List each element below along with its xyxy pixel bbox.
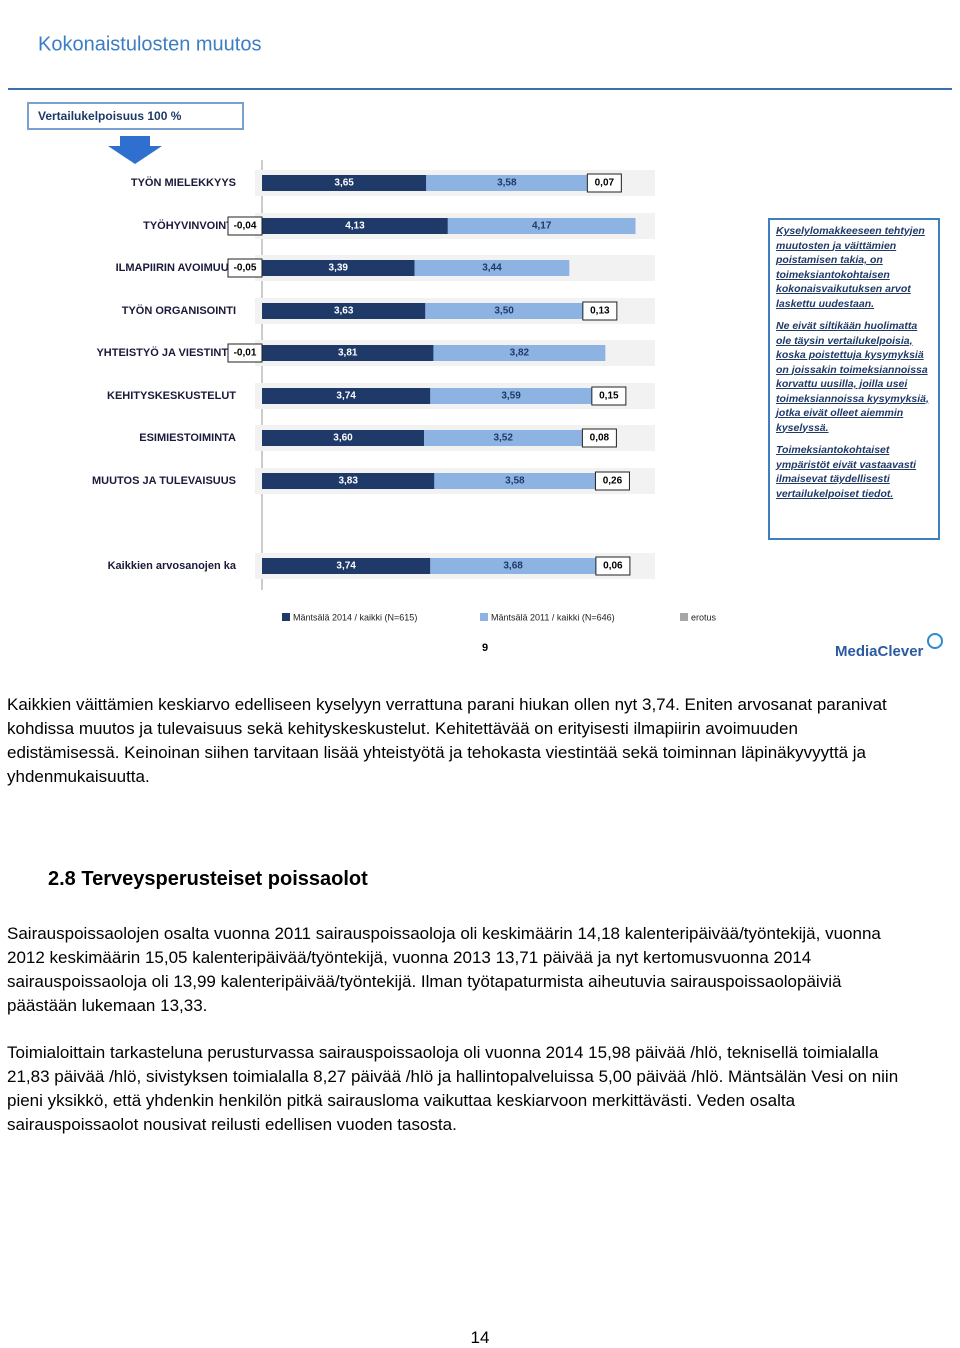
legend-label: erotus (691, 612, 717, 622)
diff-label: -0,01 (234, 348, 257, 359)
box-text: Vertailukelpoisuus 100 % (38, 109, 182, 123)
value-label: 3,58 (497, 178, 517, 189)
diff-label: 0,06 (603, 561, 623, 572)
bar (426, 175, 588, 191)
diff-label: -0,04 (234, 221, 257, 232)
diff-label-box (581, 428, 617, 448)
category-label: YHTEISTYÖ JA VIESTINTÄ (96, 346, 236, 359)
value-label: 3,60 (333, 433, 353, 444)
category-label: MUUTOS JA TULEVAISUUS (92, 475, 236, 487)
sidebar-text: Toimeksiantokohtaiset ympäristöt eivät v… (776, 444, 917, 500)
bar (434, 473, 596, 489)
diff-label-box (595, 556, 631, 576)
page-number: 14 (470, 1328, 490, 1347)
bar (424, 430, 583, 446)
legend-label: Mäntsälä 2011 / kaikki (N=646) (491, 612, 615, 622)
diff-label-box (586, 173, 622, 193)
bar (262, 175, 427, 191)
bar (430, 558, 596, 574)
legend-swatch (282, 613, 290, 621)
legend-swatch (680, 613, 688, 621)
value-label: 3,52 (493, 433, 513, 444)
diff-label-box (594, 471, 630, 491)
paragraph: Sairauspoissaolojen osalta vuonna 2011 s… (7, 924, 881, 1015)
report-image: Kokonaistulosten muutos Vertailukelpoisu… (8, 33, 952, 660)
bar (262, 558, 431, 574)
bar (262, 303, 426, 319)
box (27, 102, 244, 130)
value-label: 3,65 (334, 178, 354, 189)
value-label: 3,59 (501, 391, 521, 402)
heading: 2.8 Terveysperusteiset poissaolot (48, 868, 368, 890)
category-label: TYÖHYVINVOINTI (143, 219, 236, 232)
image-title: Kokonaistulosten muutos (38, 33, 261, 55)
bar (262, 218, 448, 234)
bar (425, 303, 583, 319)
category-label: Kaikkien arvosanojen ka (108, 560, 237, 572)
legend-swatch (480, 613, 488, 621)
value-label: 3,58 (505, 476, 525, 487)
arrow (108, 136, 162, 164)
value-label: 3,74 (336, 561, 356, 572)
diff-label: 0,15 (599, 391, 619, 402)
diff-label-box (227, 216, 263, 236)
logo-mark (927, 633, 943, 649)
image-page: 9 (482, 642, 488, 654)
value-label: 3,74 (336, 391, 356, 402)
diff-label-box (227, 258, 263, 278)
category-label: TYÖN MIELEKKYYS (131, 176, 236, 189)
sidebar: Kyselylomakkeeseen tehtyjen muutosten ja… (768, 218, 940, 540)
value-label: 3,68 (503, 561, 523, 572)
value-label: 4,17 (532, 221, 552, 232)
bar (262, 388, 431, 404)
paragraph: Toimialoittain tarkasteluna perusturvass… (7, 1043, 899, 1134)
bar (414, 260, 570, 276)
bar (262, 345, 434, 361)
logo: MediaClever (835, 643, 924, 660)
value-label: 3,50 (494, 306, 514, 317)
category-label: ILMAPIIRIN AVOIMUUS (116, 262, 236, 274)
bar (447, 218, 636, 234)
category-label: TYÖN ORGANISOINTI (122, 304, 236, 317)
bar (262, 260, 415, 276)
diff-label: 0,26 (603, 476, 623, 487)
diff-label: 0,13 (590, 306, 610, 317)
diff-label-box (582, 301, 618, 321)
bar (262, 473, 435, 489)
sidebar-text: Ne eivät siltikään huolimatta ole täysin… (776, 320, 929, 434)
category-label: ESIMIESTOIMINTA (139, 432, 236, 444)
value-label: 3,63 (334, 306, 354, 317)
value-label: 3,39 (329, 263, 349, 274)
value-label: 3,81 (338, 348, 358, 359)
category-label: KEHITYSKESKUSTELUT (107, 390, 236, 402)
value-label: 4,13 (345, 221, 365, 232)
diff-label: 0,07 (595, 178, 615, 189)
diff-label: 0,08 (590, 433, 610, 444)
value-label: 3,83 (338, 476, 358, 487)
diff-label-box (591, 386, 627, 406)
sidebar-text: Kyselylomakkeeseen tehtyjen muutosten ja… (776, 225, 925, 310)
paragraph: Kaikkien väittämien keskiarvo edelliseen… (7, 695, 887, 786)
value-label: 3,44 (482, 263, 502, 274)
diff-label-box (227, 343, 263, 363)
value-label: 3,82 (510, 348, 530, 359)
bar (430, 388, 592, 404)
diff-label: -0,05 (234, 263, 257, 274)
legend-label: Mäntsälä 2014 / kaikki (N=615) (293, 612, 417, 622)
bar (433, 345, 606, 361)
bar (262, 430, 424, 446)
